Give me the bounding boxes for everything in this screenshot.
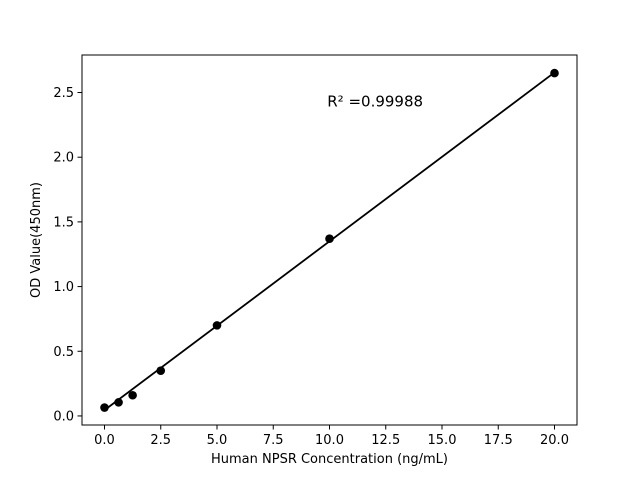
- data-point: [156, 366, 166, 375]
- x-tick-label: 12.5: [371, 433, 400, 448]
- data-point: [550, 68, 559, 78]
- data-point: [128, 390, 137, 400]
- y-tick-label: 0.0: [53, 409, 74, 424]
- y-tick-label: 1.0: [53, 280, 74, 295]
- x-tick-label: 15.0: [428, 433, 457, 448]
- y-axis-label: OD Value(450nm): [29, 182, 44, 298]
- data-point: [212, 321, 222, 330]
- data-point: [114, 398, 123, 407]
- x-tick-label: 2.5: [150, 433, 171, 448]
- r-squared-annotation: R² =0.99988: [327, 93, 423, 111]
- x-axis-label: Human NPSR Concentration (ng/mL): [211, 452, 448, 467]
- data-point: [100, 403, 109, 412]
- x-tick-label: 7.5: [263, 433, 284, 448]
- y-tick-label: 2.0: [53, 151, 74, 166]
- x-tick-label: 0.0: [94, 433, 115, 448]
- y-tick-label: 0.5: [53, 345, 74, 360]
- data-point: [325, 234, 334, 244]
- x-tick-label: 20.0: [540, 433, 569, 448]
- x-tick-label: 17.5: [484, 433, 513, 448]
- y-tick-label: 1.5: [53, 215, 74, 230]
- y-tick-label: 2.5: [53, 86, 74, 101]
- plot-area: 0.0 2.5 5.0 7.5 10.0 12.5 15.0 17.5 20.0 0.0 0.5 1.…: [53, 54, 578, 448]
- x-tick-label: 5.0: [207, 433, 228, 448]
- x-tick-label: 10.0: [315, 433, 344, 448]
